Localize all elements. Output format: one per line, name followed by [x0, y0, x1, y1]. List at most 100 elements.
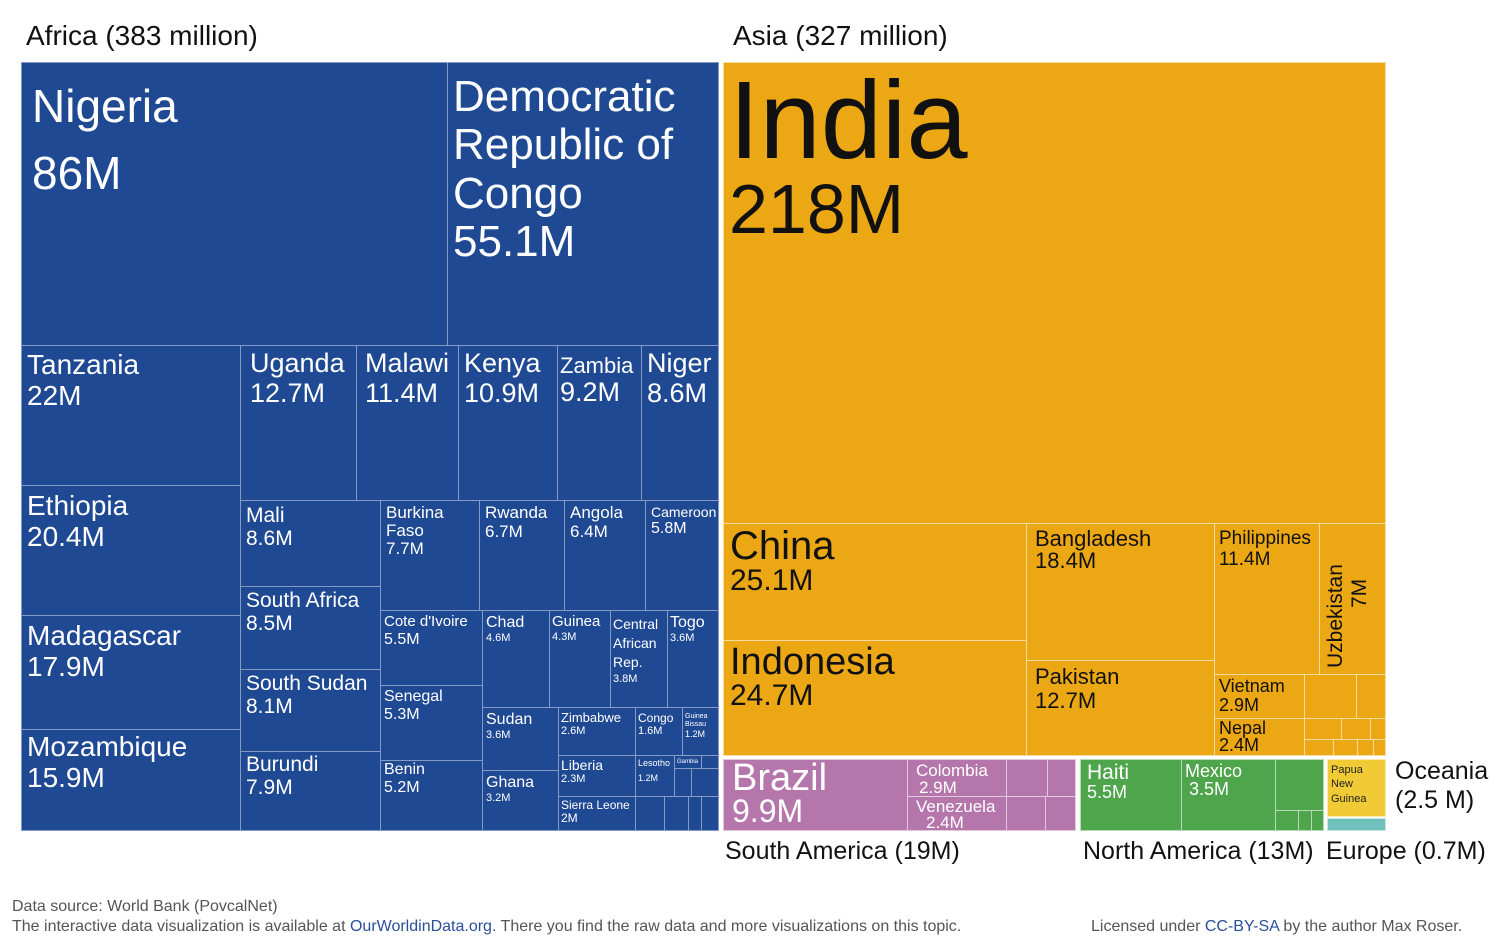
tile-value: 8.5M: [246, 612, 293, 636]
tile-label: Liberia: [561, 757, 604, 773]
tile-value: 24.7M: [730, 679, 814, 712]
tile-small: [691, 768, 719, 797]
footer-note: The interactive data visualization is av…: [12, 918, 961, 936]
tile-value: 9.2M: [560, 377, 621, 408]
tile-value: 6.7M: [485, 521, 523, 541]
tile-mexico: Mexico 3.5M: [1181, 759, 1276, 831]
tile-value: 6.4M: [570, 521, 608, 541]
tile-label: Uzbekistan: [1324, 564, 1347, 668]
tile-label: Senegal: [384, 688, 443, 705]
tile-label: Gambia: [677, 759, 699, 765]
tile-label: Vietnam: [1219, 676, 1285, 696]
tile-label: South Africa: [246, 589, 360, 612]
tile-label: Central African Rep.: [613, 616, 659, 670]
tile-ghana: Ghana 3.2M: [482, 770, 559, 831]
tile-small: [1006, 796, 1046, 831]
tile-small: [1045, 796, 1076, 831]
tile-label: Venezuela: [916, 797, 996, 816]
tile-burundi: Burundi 7.9M: [240, 751, 381, 831]
tile-kenya: Kenya 10.9M: [458, 345, 558, 501]
footer-source: Data source: World Bank (PovcalNet): [12, 898, 278, 915]
tile-label: Congo: [638, 711, 674, 725]
tile-small: [1341, 718, 1371, 740]
tile-mozambique: Mozambique 15.9M: [21, 729, 241, 831]
tile-value: 3.6M: [670, 632, 695, 644]
tile-label: Cote d'Ivoire: [384, 613, 468, 630]
tile-south-africa: South Africa 8.5M: [240, 586, 381, 670]
tile-label: Brazil: [732, 759, 828, 799]
tile-label: Philippines: [1219, 528, 1311, 549]
tile-label: Angola: [570, 503, 623, 522]
tile-value: 8.6M: [647, 377, 708, 408]
tile-label: Zambia: [560, 353, 634, 378]
tile-zimbabwe: Zimbabwe 2.6M: [558, 707, 636, 756]
tile-niger: Niger 8.6M: [641, 345, 719, 501]
footer-license: Licensed under CC-BY-SA by the author Ma…: [1091, 918, 1462, 936]
tile-senegal: Senegal 5.3M: [380, 685, 483, 761]
tile-label: Indonesia: [730, 641, 895, 683]
tile-label: Burkina Faso: [386, 503, 444, 540]
tile-label: Kenya: [464, 348, 541, 378]
tile-label: Malawi: [365, 348, 450, 378]
tile-label: Lesotho: [638, 758, 671, 768]
tile-small: [1373, 739, 1386, 756]
tile-label: Colombia: [916, 761, 988, 780]
tile-central-african-rep: Central African Rep. 3.8M: [610, 610, 668, 708]
tile-value: 2.4M: [1219, 735, 1260, 756]
tile-label: Ghana: [486, 774, 535, 791]
region-label-oceania: Oceania (2.5 M): [1395, 757, 1489, 814]
tile-label: Madagascar: [27, 620, 182, 651]
tile-nigeria: Nigeria 86M: [21, 62, 448, 346]
tile-value: 25.1M: [730, 564, 814, 597]
tile-small: [1304, 718, 1342, 740]
tile-label: Uganda: [250, 348, 345, 378]
ourworldindata-link[interactable]: OurWorldinData.org: [349, 918, 492, 935]
tile-small: [635, 796, 665, 831]
tile-value: 2.4M: [926, 813, 964, 831]
tile-value: 4.6M: [486, 631, 511, 644]
tile-label: Guinea: [552, 613, 601, 630]
tile-value: 86M: [32, 146, 122, 199]
license-link[interactable]: CC-BY-SA: [1204, 918, 1279, 935]
tile-bangladesh: Bangladesh 18.4M: [1026, 523, 1215, 661]
tile-value: 8.6M: [246, 527, 293, 551]
uzbekistan-label: Uzbekistan 7M: [1324, 564, 1372, 668]
tile-guinea-bissau: Guinea Bissau 1.2M: [682, 707, 719, 756]
tile-small: [1357, 739, 1374, 756]
tile-label: South Sudan: [246, 672, 368, 695]
tile-liberia: Liberia 2.3M: [558, 755, 636, 797]
tile-small: [1304, 674, 1357, 719]
tile-sudan: Sudan 3.6M: [482, 707, 559, 771]
region-label-south-america: South America (19M): [725, 837, 960, 865]
tile-uganda: Uganda 12.7M: [240, 345, 357, 501]
tile-small: [1333, 739, 1358, 756]
tile-value: 2.9M: [919, 778, 957, 797]
tile-dr-congo: Democratic Republic of Congo 55.1M: [447, 62, 719, 346]
tile-philippines: Philippines 11.4M: [1214, 523, 1320, 675]
tile-label: Sudan: [486, 711, 533, 728]
tile-value: 4.3M: [552, 630, 577, 643]
tile-malawi: Malawi 11.4M: [356, 345, 459, 501]
tile-zambia: Zambia 9.2M: [557, 345, 642, 501]
tile-label: Rwanda: [485, 503, 548, 522]
tile-value: 3.8M: [613, 672, 638, 685]
tile-label: Pakistan: [1035, 664, 1120, 689]
tile-papua-new-guinea: Papua New Guinea: [1327, 759, 1386, 817]
tile-sierra-leone: Sierra Leone 2M: [558, 796, 636, 831]
tile-rwanda: Rwanda 6.7M: [479, 500, 565, 611]
tile-china: China 25.1M: [723, 523, 1027, 641]
tile-label: Nigeria: [32, 80, 178, 132]
tile-label: Mozambique: [27, 731, 188, 762]
tile-chad: Chad 4.6M: [482, 610, 550, 708]
tile-vietnam: Vietnam 2.9M: [1214, 674, 1305, 719]
tile-india: India 218M: [723, 62, 1386, 524]
tile-label: China: [730, 524, 835, 568]
tile-value: 2.3M: [561, 773, 586, 786]
tile-label: Mali: [246, 504, 285, 527]
tile-small: [1311, 810, 1324, 831]
tile-label: Togo: [670, 614, 705, 631]
tile-label: India: [729, 62, 968, 182]
tile-value: 11.4M: [365, 377, 439, 408]
tile-value: 218M: [729, 169, 905, 248]
footer-note-suffix: . There you find the raw data and more v…: [491, 918, 962, 935]
